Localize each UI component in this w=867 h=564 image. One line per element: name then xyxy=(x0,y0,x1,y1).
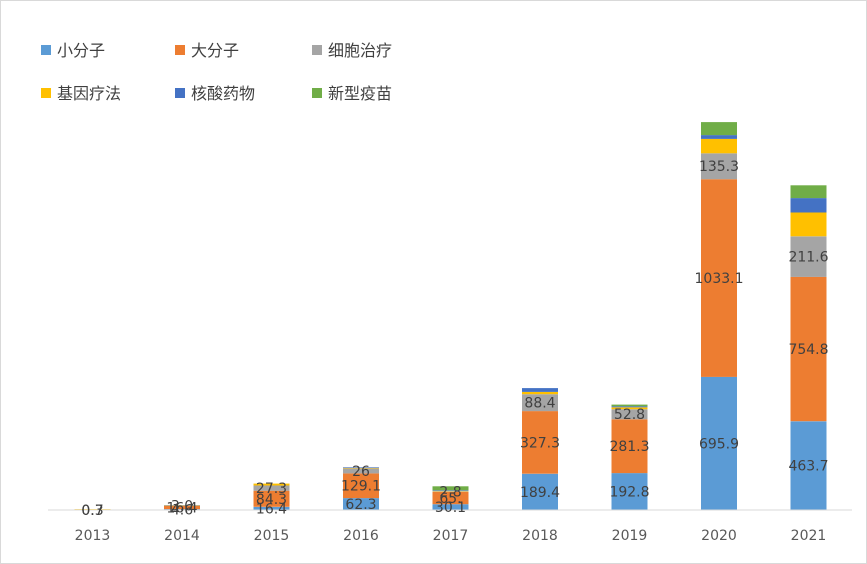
x-tick-label: 2018 xyxy=(522,528,558,544)
x-tick-label: 2016 xyxy=(343,528,379,544)
x-tick-label: 2014 xyxy=(164,528,200,544)
bar-segment xyxy=(790,236,827,277)
data-label: 16.4 xyxy=(166,501,197,517)
legend-label: 核酸药物 xyxy=(191,84,255,103)
data-label: 27.3 xyxy=(256,481,287,497)
data-label: 1033.1 xyxy=(695,271,744,287)
x-tick-label: 2019 xyxy=(612,528,648,544)
bar-segment xyxy=(701,138,737,154)
data-label: 129.1 xyxy=(341,479,381,495)
x-tick-label: 2017 xyxy=(433,528,469,544)
x-axis: 2013 2014 2015 2016 2017 2018 2019 2020 2021 xyxy=(48,509,852,544)
bar-segment xyxy=(790,198,827,213)
bar-segment xyxy=(432,491,469,492)
data-label: 192.8 xyxy=(609,485,649,501)
data-label: 88.4 xyxy=(524,396,555,412)
legend-label: 基因疗法 xyxy=(57,84,121,103)
bar-segment xyxy=(253,490,290,507)
bar-segment xyxy=(611,404,648,407)
bar-segment xyxy=(701,153,737,180)
bar-segment xyxy=(522,388,558,392)
bar-segment xyxy=(343,498,379,510)
bar-segment xyxy=(701,135,737,139)
legend-swatch xyxy=(175,45,185,55)
bar-segment xyxy=(701,376,737,510)
bar-segment xyxy=(432,486,469,491)
bar-segment xyxy=(790,212,827,237)
legend-swatch xyxy=(41,45,51,55)
data-label: 211.6 xyxy=(788,250,828,266)
bar-segment xyxy=(701,122,737,136)
bar-segment xyxy=(343,467,379,469)
x-tick-label: 2021 xyxy=(791,528,827,544)
bar-segment xyxy=(611,409,648,420)
legend-label: 大分子 xyxy=(191,41,239,60)
bar-segment xyxy=(611,419,648,474)
bar-segment xyxy=(343,468,379,474)
data-label: 26 xyxy=(352,464,370,480)
bar-segment xyxy=(522,391,558,395)
data-label: 754.8 xyxy=(788,342,828,358)
x-tick-label: 2015 xyxy=(254,528,290,544)
data-label: 3.0 xyxy=(171,499,193,515)
legend-swatch xyxy=(175,88,185,98)
bar-segment xyxy=(253,485,290,491)
data-label: 135.3 xyxy=(699,159,739,175)
bar-segment xyxy=(790,276,827,422)
bars-layer xyxy=(74,122,827,510)
data-label: 0.7 xyxy=(81,503,103,519)
bar-segment xyxy=(164,506,200,510)
bar-segment xyxy=(253,483,290,486)
legend-label: 新型疫苗 xyxy=(328,84,392,103)
data-label: 0.3 xyxy=(81,503,103,519)
data-label: 189.4 xyxy=(520,485,560,501)
data-label: 4.6 xyxy=(171,503,193,519)
data-label: 30.1 xyxy=(435,500,466,516)
data-label: 62.3 xyxy=(345,497,376,513)
data-label: 2.8 xyxy=(439,485,461,501)
data-label: 84.3 xyxy=(256,492,287,508)
bar-segment xyxy=(522,394,558,412)
bar-segment xyxy=(611,473,648,510)
data-label: 463.7 xyxy=(788,459,828,475)
bar-segment xyxy=(253,506,290,510)
bar-segment xyxy=(611,407,648,410)
bar-segment xyxy=(790,185,827,199)
x-tick-label: 2020 xyxy=(701,528,737,544)
bar-segment xyxy=(522,411,558,474)
bar-segment xyxy=(343,473,379,499)
x-tick-label: 2013 xyxy=(75,528,111,544)
legend-label: 小分子 xyxy=(57,41,105,60)
bar-segment xyxy=(611,406,648,408)
legend-swatch xyxy=(312,45,322,55)
bar-segment xyxy=(790,421,827,510)
data-label: 281.3 xyxy=(609,439,649,455)
data-label: 16.4 xyxy=(256,501,287,517)
bar-segment xyxy=(164,505,200,506)
data-labels-layer: 0.30.7 4.616.43.0 16.484.327.362.3129.1263… xyxy=(81,159,828,519)
legend-swatch xyxy=(312,88,322,98)
data-label: 327.3 xyxy=(520,435,560,451)
bar-segment xyxy=(432,491,469,505)
bar-segment xyxy=(343,467,379,468)
bar-segment xyxy=(522,473,558,510)
legend-swatch xyxy=(41,88,51,98)
data-label: 52.8 xyxy=(614,407,645,423)
legend-label: 细胞治疗 xyxy=(328,41,392,60)
bar-segment xyxy=(432,490,469,491)
bar-segment xyxy=(432,504,469,510)
bar-segment xyxy=(701,179,737,377)
data-label: 695.9 xyxy=(699,436,739,452)
data-label: 65. xyxy=(439,491,461,507)
